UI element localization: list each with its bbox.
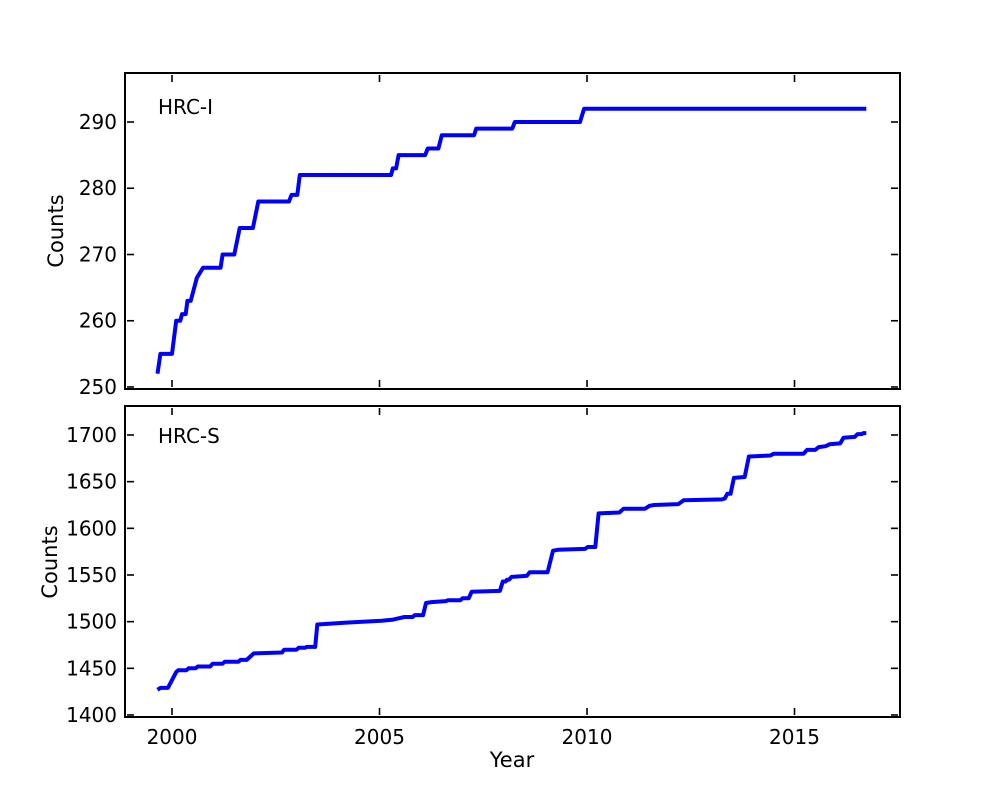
y-tick-label: 290 (79, 110, 117, 134)
y-tick-label: 250 (79, 375, 117, 399)
x-tick-label: 2000 (147, 725, 198, 749)
panel-bottom-annotation: HRC-S (158, 424, 220, 448)
y-tick-label: 1550 (66, 563, 117, 587)
x-tick-label: 2005 (354, 725, 405, 749)
y-tick-label: 280 (79, 176, 117, 200)
series-line-hrc-i (155, 106, 867, 374)
panel-spine (124, 405, 901, 718)
y-tick-label: 1450 (66, 656, 117, 680)
y-tick-label: 270 (79, 242, 117, 266)
x-tick-label: 2015 (769, 725, 820, 749)
series-line-hrc-s (156, 431, 867, 692)
y-tick-label: 260 (79, 309, 117, 333)
panel-top-annotation: HRC-I (158, 95, 214, 119)
y-tick-label: 1500 (66, 610, 117, 634)
panel-spine (124, 72, 901, 390)
panel-bottom-y-axis-label: Counts (38, 525, 62, 599)
y-tick-label: 1600 (66, 516, 117, 540)
y-tick-label: 1650 (66, 470, 117, 494)
y-tick-label: 1400 (66, 703, 117, 727)
panel-top-y-axis-label: Counts (44, 194, 68, 268)
y-tick-label: 1700 (66, 423, 117, 447)
x-tick-label: 2010 (562, 725, 613, 749)
x-axis-label: Year (489, 748, 535, 772)
